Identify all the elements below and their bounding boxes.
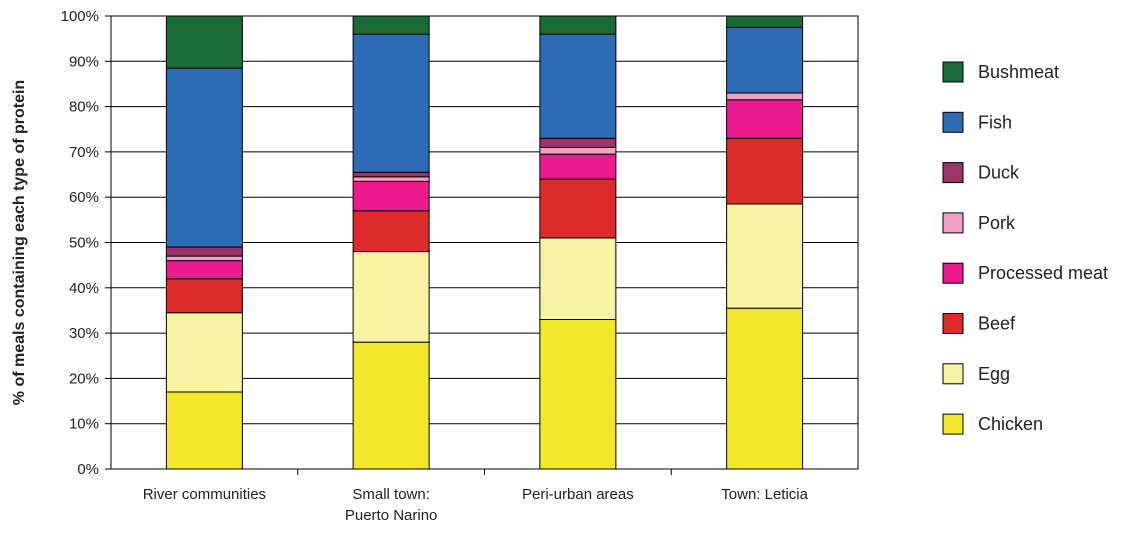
legend-label-chicken: Chicken: [978, 414, 1043, 434]
y-tick-label: 70%: [69, 144, 99, 161]
bar-segment-processed-meat: [165, 260, 243, 280]
y-tick-label: 100%: [61, 8, 99, 25]
x-tick-label-line: Town: Leticia: [721, 486, 808, 503]
x-tick-label: River communities: [143, 486, 266, 503]
legend-swatch-chicken: [942, 413, 964, 435]
bar-segment-chicken: [165, 391, 243, 470]
bar-segment-fish: [165, 67, 243, 248]
bar-segment-pork: [539, 146, 617, 155]
x-tick-label-line: River communities: [143, 486, 266, 503]
bar-segment-pork: [352, 176, 430, 182]
y-tick-label: 20%: [69, 370, 99, 387]
legend-swatch-pork: [942, 212, 964, 234]
y-axis-title: % of meals containing each type of prote…: [11, 80, 28, 405]
x-tick-label-line: Peri-urban areas: [522, 486, 634, 503]
plot-frame: [110, 15, 859, 470]
bar-segment-chicken: [539, 319, 617, 470]
legend-swatch-fish: [942, 111, 964, 133]
legend-label-bushmeat: Bushmeat: [978, 62, 1059, 82]
y-tick-label: 10%: [69, 416, 99, 433]
bar-segment-duck: [539, 137, 617, 148]
x-tick-label: Town: Leticia: [721, 486, 808, 503]
legend-swatch-bushmeat: [942, 61, 964, 83]
bar-segment-egg: [726, 203, 804, 309]
bar-segment-duck: [352, 171, 430, 178]
legend-label-processed-meat: Processed meat: [978, 263, 1108, 283]
legend-label-pork: Pork: [978, 213, 1016, 233]
x-tick-label-line: Small town:: [352, 486, 430, 503]
bar-segment-duck: [165, 246, 243, 257]
bar-segment-beef: [539, 178, 617, 239]
x-tick-label: Peri-urban areas: [522, 486, 634, 503]
bar-segment-processed-meat: [539, 153, 617, 180]
legend-swatch-beef: [942, 313, 964, 334]
y-tick-label: 60%: [69, 189, 99, 206]
legend-swatch-egg: [942, 363, 964, 385]
bar-segment-bushmeat: [726, 15, 804, 28]
bar-segment-beef: [352, 210, 430, 253]
bar-segment-fish: [539, 33, 617, 139]
y-tick-label: 40%: [69, 280, 99, 297]
bar-segment-bushmeat: [539, 15, 617, 35]
bar-segment-processed-meat: [352, 180, 430, 212]
y-tick-label: 90%: [69, 53, 99, 70]
y-tick-label: 30%: [69, 325, 99, 342]
bar-segment-pork: [726, 92, 804, 101]
bar-segment-bushmeat: [352, 15, 430, 35]
legend-label-egg: Egg: [978, 364, 1010, 384]
legend-swatch-processed-meat: [942, 262, 964, 284]
bar-segment-egg: [165, 312, 243, 393]
bar-segment-processed-meat: [726, 99, 804, 139]
legend-label-duck: Duck: [978, 163, 1020, 183]
legend-swatch-duck: [942, 162, 964, 184]
legend-label-beef: Beef: [978, 314, 1016, 334]
bar-segment-beef: [726, 137, 804, 205]
bar-segment-chicken: [352, 341, 430, 470]
x-tick-label: Small town: Puerto Narino: [345, 486, 438, 524]
bar-segment-egg: [539, 237, 617, 321]
bar-segment-fish: [352, 33, 430, 173]
y-tick-label: 0%: [77, 461, 99, 478]
legend-label-fish: Fish: [978, 112, 1012, 132]
bar-segment-bushmeat: [165, 15, 243, 69]
bar-segment-egg: [352, 251, 430, 343]
x-tick-label-line: Puerto Narino: [345, 507, 438, 524]
bar-segment-chicken: [726, 307, 804, 470]
bar-segment-fish: [726, 26, 804, 94]
bar-segment-pork: [165, 255, 243, 262]
bar-segment-beef: [165, 278, 243, 314]
y-tick-label: 80%: [69, 99, 99, 116]
y-tick-label: 50%: [69, 235, 99, 252]
